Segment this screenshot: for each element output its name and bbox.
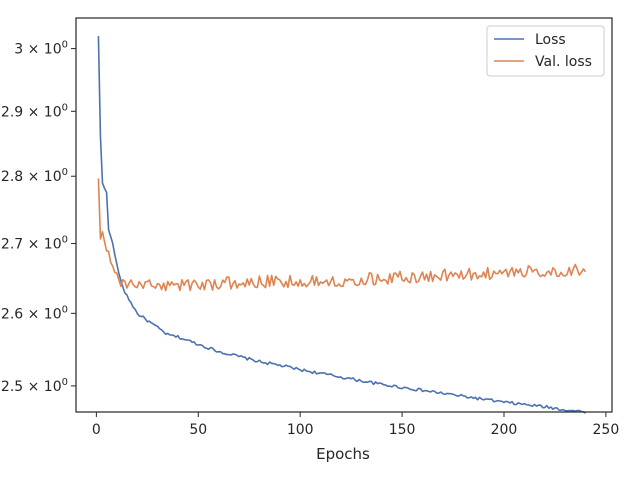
y-tick-label: 2.7 × 100 <box>1 235 68 253</box>
x-tick-label: 50 <box>189 422 207 438</box>
legend-label-loss: Loss <box>535 32 566 48</box>
legend: Loss Val. loss <box>486 25 605 77</box>
y-tick-label: 2.6 × 100 <box>1 304 68 322</box>
x-axis: 0 50 100 150 200 250 <box>92 412 619 438</box>
y-tick-label: 2.5 × 100 <box>1 377 68 395</box>
y-tick-label: 2.8 × 100 <box>1 167 68 185</box>
legend-label-val-loss: Val. loss <box>535 54 592 70</box>
series-layer <box>97 36 587 414</box>
series-line-val-loss <box>97 178 587 292</box>
x-tick-label: 0 <box>92 422 101 438</box>
plot-frame <box>75 17 613 413</box>
x-tick-label: 100 <box>287 422 314 438</box>
x-axis-label: Epochs <box>316 445 370 463</box>
y-tick-label: 3 × 100 <box>14 40 68 58</box>
x-tick-label: 200 <box>491 422 518 438</box>
y-tick-label: 2.9 × 100 <box>1 102 68 120</box>
x-tick-label: 150 <box>389 422 416 438</box>
y-axis: 2.5 × 100 2.6 × 100 2.7 × 100 2.8 × 100 2.9 … <box>1 40 76 395</box>
x-tick-label: 250 <box>593 422 620 438</box>
series-line-loss <box>97 36 586 414</box>
plot-area <box>76 18 612 412</box>
